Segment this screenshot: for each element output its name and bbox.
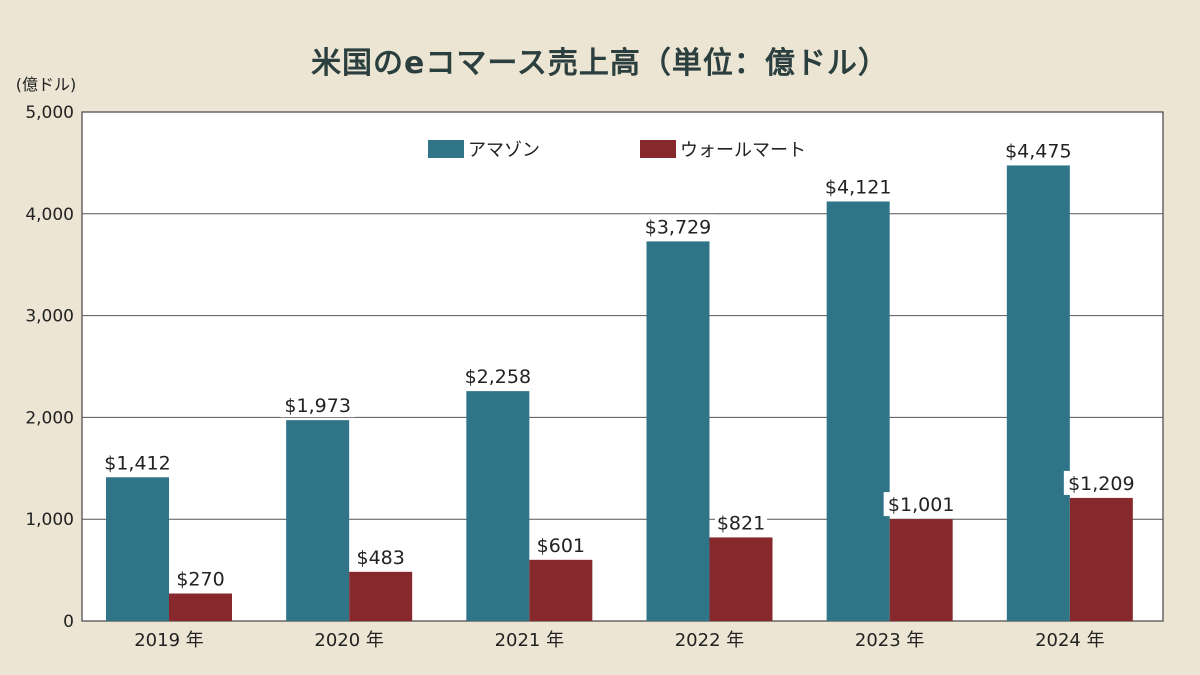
data-label: $270 [176, 569, 224, 591]
data-label-bg [715, 510, 767, 535]
plot-area [81, 111, 1164, 622]
x-tick-label: 2024 年 [1035, 630, 1105, 651]
bar-walmart [349, 571, 413, 621]
data-label: $3,729 [645, 216, 711, 238]
label-layer: $1,412 $270 $1,973 $483 $2,258 $601 $3,729 $821… [100, 138, 1139, 591]
x-tick-label: 2019 年 [134, 630, 204, 651]
x-tick-label: 2023 年 [855, 630, 925, 651]
bar-amazon [826, 201, 890, 622]
bar-walmart [1069, 497, 1133, 621]
legend-swatch [640, 140, 676, 158]
data-label: $1,001 [888, 494, 954, 516]
legend-label: アマゾン [468, 140, 540, 161]
data-label: $1,973 [284, 395, 350, 417]
data-label-bg [1063, 470, 1139, 495]
data-label-bg [640, 214, 716, 239]
data-label: $2,258 [465, 366, 531, 388]
legend-swatch [428, 140, 464, 158]
data-label: $1,412 [104, 452, 170, 474]
data-label: $821 [717, 512, 765, 534]
chart-title: 米国のeコマース売上高（単位：億ドル） [311, 46, 889, 81]
data-label-bg [100, 450, 175, 475]
data-label-bg [460, 364, 536, 389]
data-label-bg [1000, 138, 1076, 163]
y-tick-label: 0 [63, 612, 74, 632]
data-label-bg [883, 492, 959, 517]
legend-label: ウォールマート [680, 140, 806, 161]
data-label: $4,475 [1005, 140, 1071, 162]
y-tick-label: 3,000 [25, 307, 74, 327]
bar-amazon [286, 420, 350, 621]
data-label: $4,121 [825, 176, 891, 198]
data-label-bg [174, 566, 227, 591]
bar-walmart [889, 519, 953, 621]
y-tick-label: 2,000 [25, 408, 74, 428]
y-tick-label: 5,000 [25, 103, 74, 123]
x-tick-label: 2022 年 [675, 630, 745, 651]
data-label-bg [354, 544, 407, 569]
data-label-bg [820, 174, 896, 199]
data-label: $483 [356, 547, 404, 569]
y-tick-label: 1,000 [25, 510, 74, 530]
x-tick-label: 2021 年 [495, 630, 565, 651]
bar-amazon [106, 477, 169, 621]
bar-amazon [646, 241, 710, 621]
data-label: $601 [537, 535, 585, 557]
bar-amazon [1006, 165, 1070, 621]
bar-layer [106, 165, 1133, 622]
y-axis-unit-label: (億ドル) [16, 75, 77, 94]
bar-walmart [529, 559, 593, 621]
data-label: $1,209 [1068, 473, 1134, 495]
axis-layer: 0 1,000 2,000 3,000 4,000 5,000 (億ドル) 2019 年 202… [16, 75, 1105, 651]
bar-walmart [709, 537, 773, 621]
grid-layer [82, 213, 1163, 520]
bar-amazon [466, 391, 530, 621]
x-tick-label: 2020 年 [314, 630, 384, 651]
bar-walmart [169, 593, 232, 621]
y-tick-label: 4,000 [25, 205, 74, 225]
data-label-bg [280, 393, 356, 418]
data-label-bg [534, 532, 587, 557]
legend: アマゾン ウォールマート [428, 140, 806, 161]
